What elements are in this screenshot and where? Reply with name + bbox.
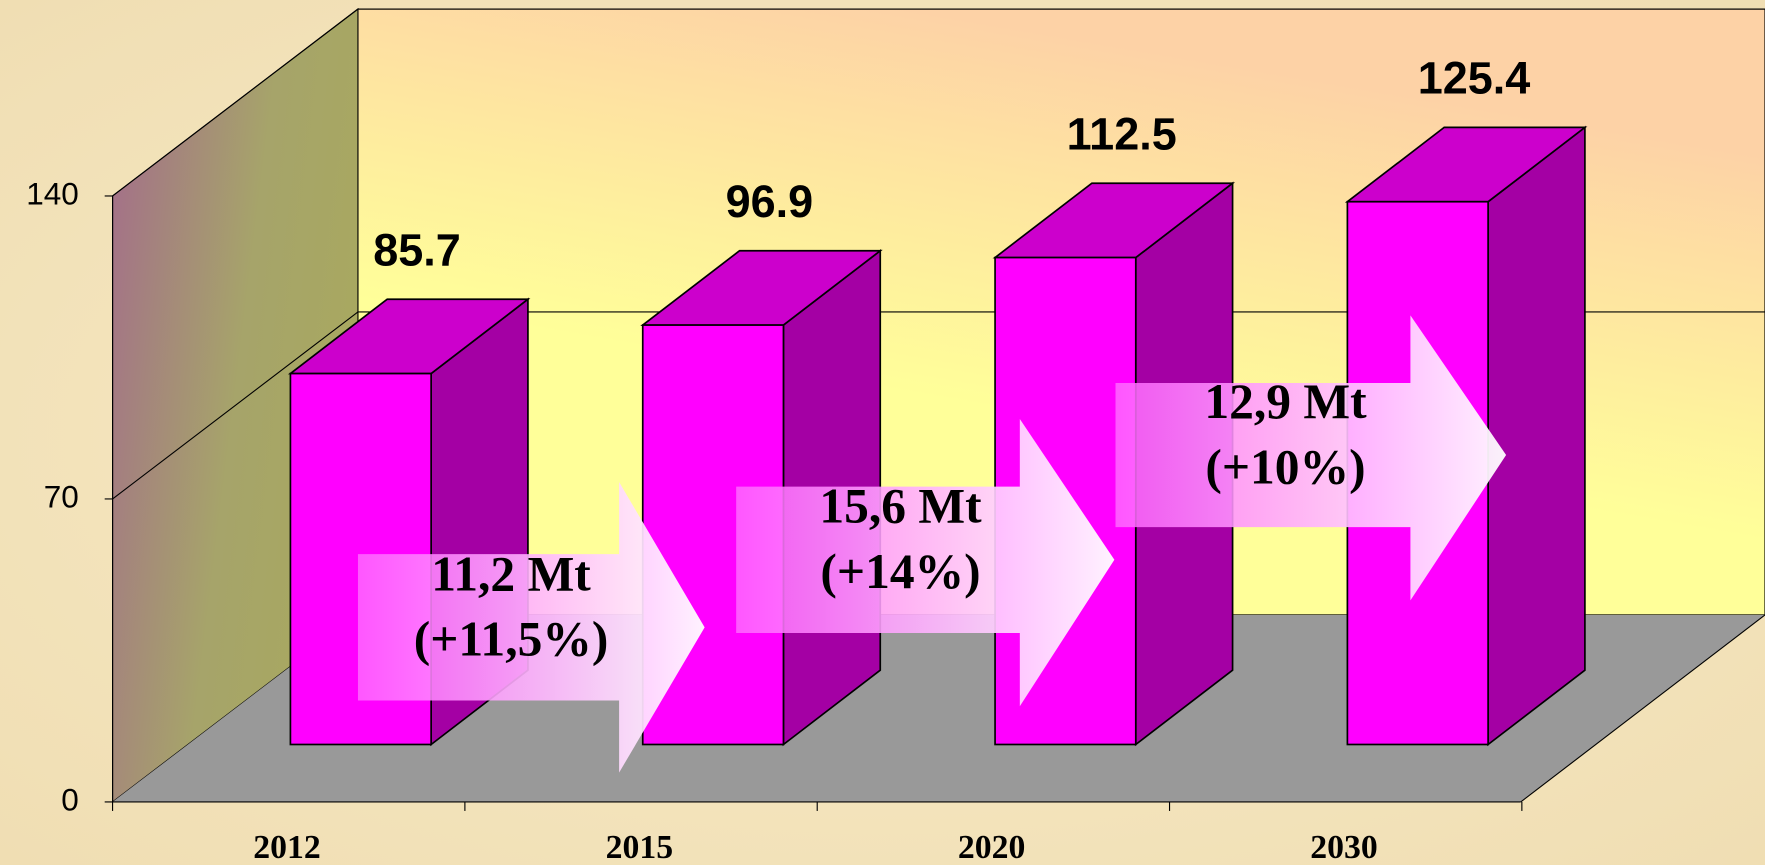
y-tick-label: 0 xyxy=(61,781,79,817)
annotation: (+11,5%) xyxy=(414,612,609,667)
annotation: (+14%) xyxy=(820,544,980,599)
value-label: 125.4 xyxy=(1418,53,1531,104)
value-label: 112.5 xyxy=(1067,108,1177,159)
floor-edge xyxy=(1520,614,1765,803)
x-tick-label: 2012 xyxy=(253,829,321,865)
arrow xyxy=(1115,315,1507,601)
grid-line xyxy=(112,8,359,197)
annotation: 12,9 Mt xyxy=(1204,374,1367,429)
annotation: 11,2 Mt xyxy=(431,546,591,601)
y-tick-label: 70 xyxy=(44,478,79,514)
x-tick-label: 2015 xyxy=(606,829,674,865)
arrow xyxy=(357,482,705,773)
y-tick-label: 140 xyxy=(26,175,79,211)
value-label: 85.7 xyxy=(373,224,461,275)
annotation: 15,6 Mt xyxy=(819,479,982,534)
bar-side xyxy=(1487,125,1586,747)
x-tick-label: 2030 xyxy=(1310,829,1378,865)
value-label: 96.9 xyxy=(726,176,814,227)
annotation: (+10%) xyxy=(1205,439,1365,494)
grid-line xyxy=(112,311,359,500)
x-tick-label: 2020 xyxy=(958,829,1026,865)
